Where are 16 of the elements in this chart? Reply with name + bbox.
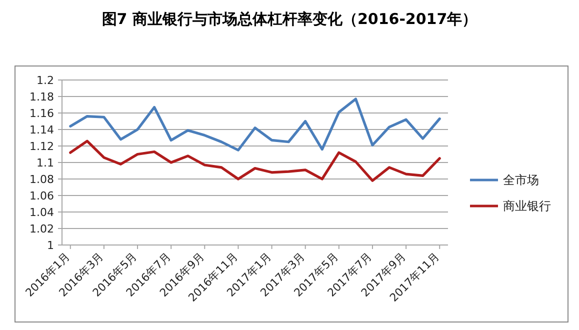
- y-tick-label: 1.06: [30, 190, 54, 202]
- y-tick-label: 1.1: [36, 156, 54, 170]
- y-tick-label: 1.16: [30, 107, 54, 120]
- line-series: [69, 98, 441, 152]
- y-tick-label: 1.2: [36, 74, 54, 87]
- y-tick-label: 1.14: [30, 124, 54, 136]
- legend-label: 商业银行: [503, 199, 551, 213]
- y-tick-label: 1.08: [30, 173, 54, 186]
- y-tick-label: 1.04: [30, 206, 54, 219]
- y-tick-label: 1.12: [30, 140, 54, 153]
- chart-title: 图7 商业银行与市场总体杠杆率变化（2016-2017年）: [102, 10, 478, 28]
- y-tick-label: 1: [47, 239, 54, 252]
- legend-label: 全市场: [503, 173, 539, 187]
- y-tick-label: 1.02: [30, 222, 54, 236]
- y-tick-label: 1.18: [30, 90, 54, 104]
- line-series: [69, 140, 441, 182]
